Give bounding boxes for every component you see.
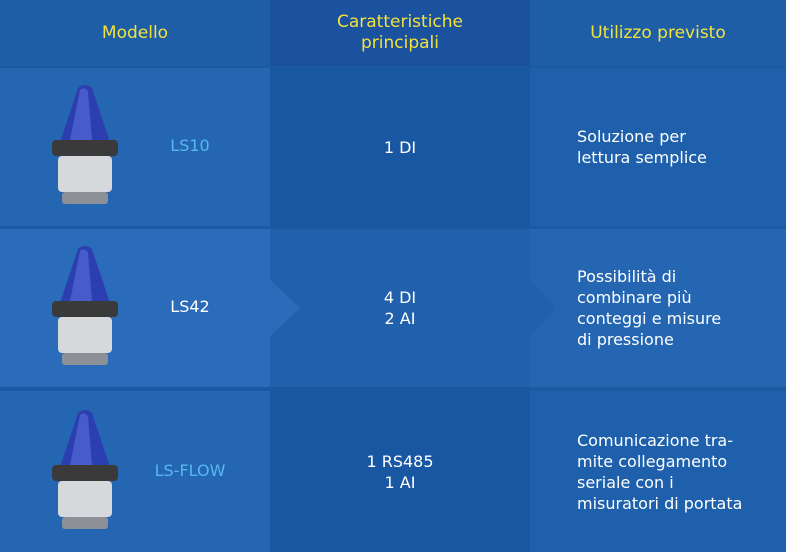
header-text: Caratteristiche principali bbox=[336, 12, 464, 53]
feature-line: 4 DI bbox=[383, 288, 417, 307]
device-image bbox=[52, 246, 118, 365]
feature-line: 2 AI bbox=[384, 309, 416, 328]
feature-line: 1 DI bbox=[383, 137, 417, 157]
header-text: Modello bbox=[101, 22, 169, 43]
usage-line: combinare più bbox=[577, 288, 692, 307]
usage-line: Comunicazione tra- bbox=[577, 430, 734, 450]
usage-cell: Soluzione per lettura semplice bbox=[530, 68, 786, 226]
model-name: LS-FLOW bbox=[154, 460, 226, 480]
device-image bbox=[52, 85, 118, 204]
header-text: Utilizzo previsto bbox=[590, 22, 726, 43]
features-cell: 1 RS485 1 AI bbox=[270, 391, 530, 552]
feature-line: 1 AI bbox=[384, 472, 416, 492]
header-cell: Utilizzo previsto bbox=[530, 0, 786, 66]
usage-line: Possibilità di bbox=[577, 267, 677, 286]
header-cell: Caratteristiche principali bbox=[270, 0, 530, 66]
usage-line: Soluzione per bbox=[577, 127, 686, 146]
model-name: LS42 bbox=[170, 297, 210, 316]
model-cell: LS-FLOW bbox=[0, 391, 270, 552]
usage-line: lettura semplice bbox=[577, 148, 707, 167]
header-cell: Modello bbox=[0, 0, 270, 66]
usage-line: seriale con i bbox=[577, 472, 674, 492]
usage-cell: Comunicazione tra-mite collegamento seria… bbox=[530, 391, 786, 552]
usage-line: di pressione bbox=[577, 330, 674, 349]
device-image bbox=[52, 409, 118, 529]
model-cell: LS10 bbox=[0, 68, 270, 226]
usage-line: misuratori di portata bbox=[577, 493, 743, 513]
model-cell: LS42 bbox=[0, 229, 270, 387]
chevron bbox=[530, 280, 556, 336]
feature-line: 1 RS485 bbox=[366, 451, 434, 471]
usage-line: conteggi e misure bbox=[577, 309, 722, 328]
model-name: LS10 bbox=[170, 136, 210, 155]
features-cell: 4 DI 2 AI bbox=[270, 229, 530, 387]
usage-line: mite collegamento bbox=[577, 451, 728, 471]
chevron bbox=[270, 280, 300, 336]
usage-cell: Possibilità di combinare più conteggi e mi… bbox=[530, 229, 786, 387]
features-cell: 1 DI bbox=[270, 68, 530, 226]
